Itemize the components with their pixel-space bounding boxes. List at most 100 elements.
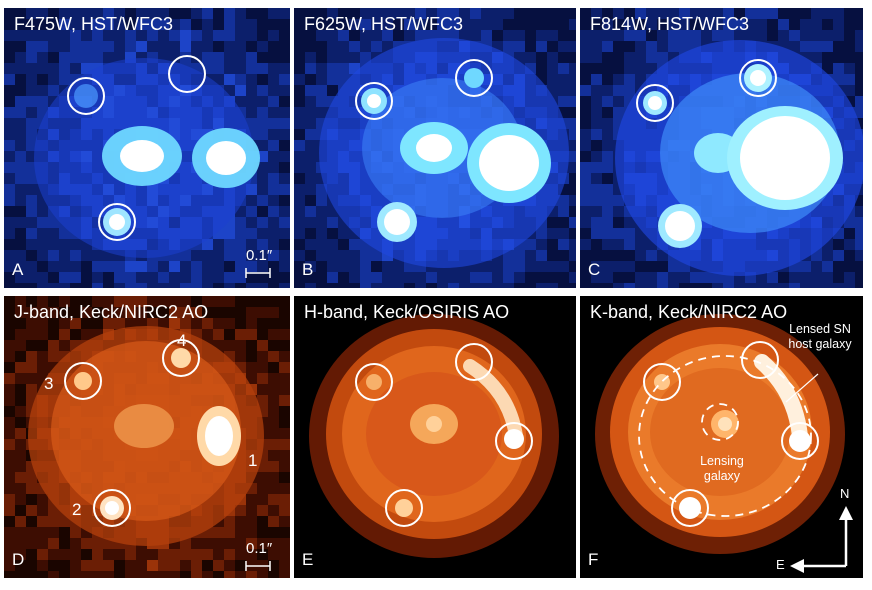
noise-pixel [279, 351, 290, 362]
noise-pixel [338, 272, 349, 283]
noise-pixel [257, 52, 268, 63]
noise-pixel [635, 30, 646, 41]
noise-pixel [338, 228, 349, 239]
noise-pixel [305, 228, 316, 239]
noise-pixel [4, 538, 15, 549]
noise-pixel [701, 19, 712, 30]
noise-pixel [202, 261, 213, 272]
noise-pixel [305, 74, 316, 85]
noise-pixel [756, 283, 767, 288]
noise-pixel [690, 283, 701, 288]
noise-pixel [191, 329, 202, 340]
noise-pixel [393, 283, 404, 288]
noise-pixel [15, 107, 26, 118]
noise-pixel [26, 329, 37, 340]
noise-pixel [26, 516, 37, 527]
noise-pixel [125, 318, 136, 329]
noise-pixel [191, 52, 202, 63]
noise-pixel [822, 283, 833, 288]
noise-pixel [246, 129, 257, 140]
noise-pixel [4, 571, 15, 578]
noise-pixel [268, 395, 279, 406]
noise-pixel [268, 30, 279, 41]
noise-pixel [48, 228, 59, 239]
noise-pixel [257, 41, 268, 52]
noise-pixel [37, 329, 48, 340]
noise-pixel [602, 30, 613, 41]
noise-pixel [48, 505, 59, 516]
noise-pixel [26, 362, 37, 373]
noise-pixel [547, 74, 558, 85]
noise-pixel [213, 296, 224, 307]
noise-pixel [81, 538, 92, 549]
noise-pixel [26, 527, 37, 538]
noise-pixel [624, 41, 635, 52]
noise-pixel [37, 261, 48, 272]
noise-pixel [246, 340, 257, 351]
noise-pixel [580, 272, 591, 283]
noise-pixel [591, 206, 602, 217]
noise-pixel [147, 52, 158, 63]
noise-pixel [268, 296, 279, 307]
noise-pixel [393, 8, 404, 19]
noise-pixel [15, 19, 26, 30]
noise-pixel [59, 250, 70, 261]
noise-pixel [470, 19, 481, 30]
noise-pixel [246, 195, 257, 206]
noise-pixel [514, 272, 525, 283]
noise-pixel [246, 351, 257, 362]
noise-pixel [4, 560, 15, 571]
noise-pixel [833, 63, 844, 74]
noise-pixel [180, 307, 191, 318]
noise-pixel [202, 560, 213, 571]
noise-pixel [569, 41, 576, 52]
noise-pixel [349, 228, 360, 239]
noise-pixel [580, 184, 591, 195]
noise-pixel [59, 239, 70, 250]
noise-pixel [70, 250, 81, 261]
noise-pixel [569, 140, 576, 151]
noise-pixel [602, 41, 613, 52]
noise-pixel [246, 296, 257, 307]
noise-pixel [580, 19, 591, 30]
noise-pixel [15, 162, 26, 173]
noise-pixel [360, 41, 371, 52]
noise-pixel [224, 217, 235, 228]
noise-pixel [279, 406, 290, 417]
noise-pixel [246, 527, 257, 538]
noise-pixel [569, 261, 576, 272]
noise-pixel [235, 261, 246, 272]
panel-b-letter: B [302, 260, 314, 279]
noise-pixel [257, 395, 268, 406]
noise-pixel [48, 250, 59, 261]
noise-pixel [393, 19, 404, 30]
noise-pixel [147, 19, 158, 30]
noise-pixel [48, 30, 59, 41]
noise-pixel [246, 283, 257, 288]
noise-pixel [191, 283, 202, 288]
noise-pixel [246, 239, 257, 250]
noise-pixel [316, 283, 327, 288]
noise-pixel [580, 85, 591, 96]
noise-pixel [360, 261, 371, 272]
noise-pixel [246, 107, 257, 118]
noise-pixel [327, 52, 338, 63]
noise-pixel [800, 41, 811, 52]
noise-pixel [147, 571, 158, 578]
noise-pixel [426, 30, 437, 41]
noise-pixel [822, 41, 833, 52]
noise-pixel [657, 283, 668, 288]
noise-pixel [15, 261, 26, 272]
noise-pixel [103, 261, 114, 272]
noise-pixel [305, 195, 316, 206]
noise-pixel [70, 307, 81, 318]
noise-pixel [745, 8, 756, 19]
noise-pixel [268, 549, 279, 560]
noise-pixel [279, 107, 290, 118]
noise-pixel [646, 250, 657, 261]
noise-pixel [4, 173, 15, 184]
noise-pixel [481, 283, 492, 288]
noise-pixel [191, 538, 202, 549]
noise-pixel [547, 63, 558, 74]
noise-pixel [268, 96, 279, 107]
